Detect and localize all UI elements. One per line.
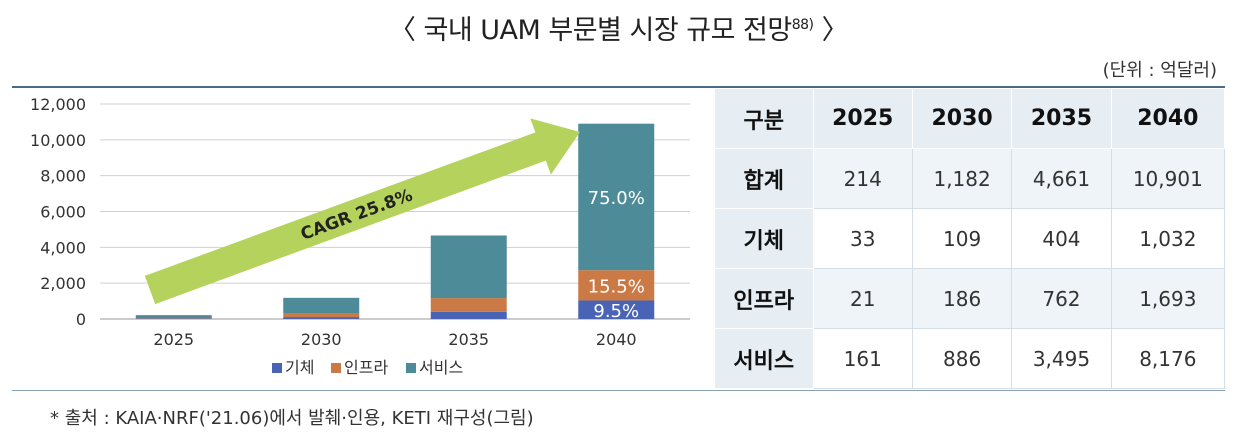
unit-label: (단위 : 억달러) — [1102, 60, 1217, 81]
y-tick-label: 12,000 — [30, 95, 86, 114]
bar-segment — [430, 298, 507, 312]
legend-label: 기체 — [285, 358, 314, 377]
row-label: 기체 — [714, 208, 814, 269]
legend: 기체 인프라 서비스 — [272, 358, 463, 377]
table-cell: 762 — [1011, 268, 1112, 329]
y-tick-label: 8,000 — [40, 167, 86, 186]
bar-data-label: 9.5% — [593, 301, 639, 322]
y-tick-label: 4,000 — [40, 238, 86, 257]
y-tick-label: 6,000 — [40, 203, 86, 222]
legend-label: 서비스 — [419, 358, 463, 377]
table-row: 기체 33 109 404 1,032 — [714, 208, 1226, 269]
row-label: 합계 — [714, 148, 814, 209]
data-table: 구분 2025 2030 2035 2040 합계 214 1,182 4,66… — [714, 88, 1226, 389]
table-cell: 109 — [911, 208, 1013, 269]
table-cell: 161 — [812, 328, 913, 389]
table-cell: 886 — [911, 328, 1013, 389]
bar-segment — [283, 313, 360, 318]
chart-title: 〈 국내 UAM 부문별 시장 규모 전망88) 〉 — [0, 8, 1237, 47]
title-footnote: 88) — [791, 17, 814, 33]
table-header: 구분 — [714, 88, 814, 149]
table-cell: 3,495 — [1011, 328, 1112, 389]
x-tick-label: 2030 — [301, 330, 342, 349]
bars — [135, 123, 655, 319]
bar-data-label: 15.5% — [588, 276, 645, 297]
cagr-arrow-body — [144, 118, 581, 305]
table-cell: 1,693 — [1110, 268, 1226, 329]
table-header: 2025 — [812, 88, 913, 149]
bar-segment — [430, 235, 507, 299]
table-cell: 214 — [812, 148, 913, 209]
bar-segment — [578, 270, 655, 301]
bar-segment — [135, 318, 212, 319]
x-tick-label: 2035 — [448, 330, 489, 349]
row-label: 서비스 — [714, 328, 814, 389]
x-axis-ticks: 2025 2030 2035 2040 — [153, 330, 636, 349]
x-tick-label: 2025 — [153, 330, 194, 349]
table-cell: 1,182 — [911, 148, 1013, 209]
table-cell: 186 — [911, 268, 1013, 329]
chart-title-close: 〉 — [821, 15, 849, 46]
legend-swatch — [272, 363, 282, 373]
table-cell: 4,661 — [1011, 148, 1112, 209]
legend-label: 인프라 — [344, 358, 388, 377]
bar-segment — [430, 311, 507, 319]
y-tick-label: 2,000 — [40, 274, 86, 293]
chart-title-text: 〈 국내 UAM 부문별 시장 규모 전망 — [388, 15, 792, 46]
y-tick-label: 10,000 — [30, 131, 86, 150]
legend-swatch — [331, 363, 341, 373]
legend-swatch — [406, 363, 416, 373]
x-tick-label: 2040 — [596, 330, 637, 349]
table-row: 인프라 21 186 762 1,693 — [714, 268, 1226, 329]
bar-segment — [283, 297, 360, 314]
table-cell: 21 — [812, 268, 913, 329]
table-header: 2040 — [1110, 88, 1226, 149]
table-row: 합계 214 1,182 4,661 10,901 — [714, 148, 1226, 209]
table-cell: 10,901 — [1110, 148, 1226, 209]
source-note: * 출처 : KAIA·NRF('21.06)에서 발췌·인용, KETI 재구… — [50, 408, 534, 429]
data-labels: 75.0% 15.5% 9.5% — [588, 188, 645, 322]
bar-segment — [578, 123, 655, 271]
table-header: 2035 — [1011, 88, 1112, 149]
table-cell: 1,032 — [1110, 208, 1226, 269]
table-cell: 404 — [1011, 208, 1112, 269]
bar-segment — [283, 317, 360, 319]
table-cell: 8,176 — [1110, 328, 1226, 389]
bottom-rule — [12, 390, 1225, 391]
table-header: 2030 — [911, 88, 1013, 149]
y-tick-label: 0 — [76, 310, 86, 329]
bar-segment — [135, 315, 212, 319]
row-label: 인프라 — [714, 268, 814, 329]
bar-data-label: 75.0% — [588, 188, 645, 209]
table-cell: 33 — [812, 208, 913, 269]
table-header-row: 구분 2025 2030 2035 2040 — [714, 88, 1226, 149]
top-rule — [12, 86, 1225, 88]
y-axis-ticks: 12,000 10,000 8,000 6,000 4,000 2,000 0 — [30, 95, 86, 329]
bar-segment — [578, 300, 655, 319]
table-row: 서비스 161 886 3,495 8,176 — [714, 328, 1226, 389]
